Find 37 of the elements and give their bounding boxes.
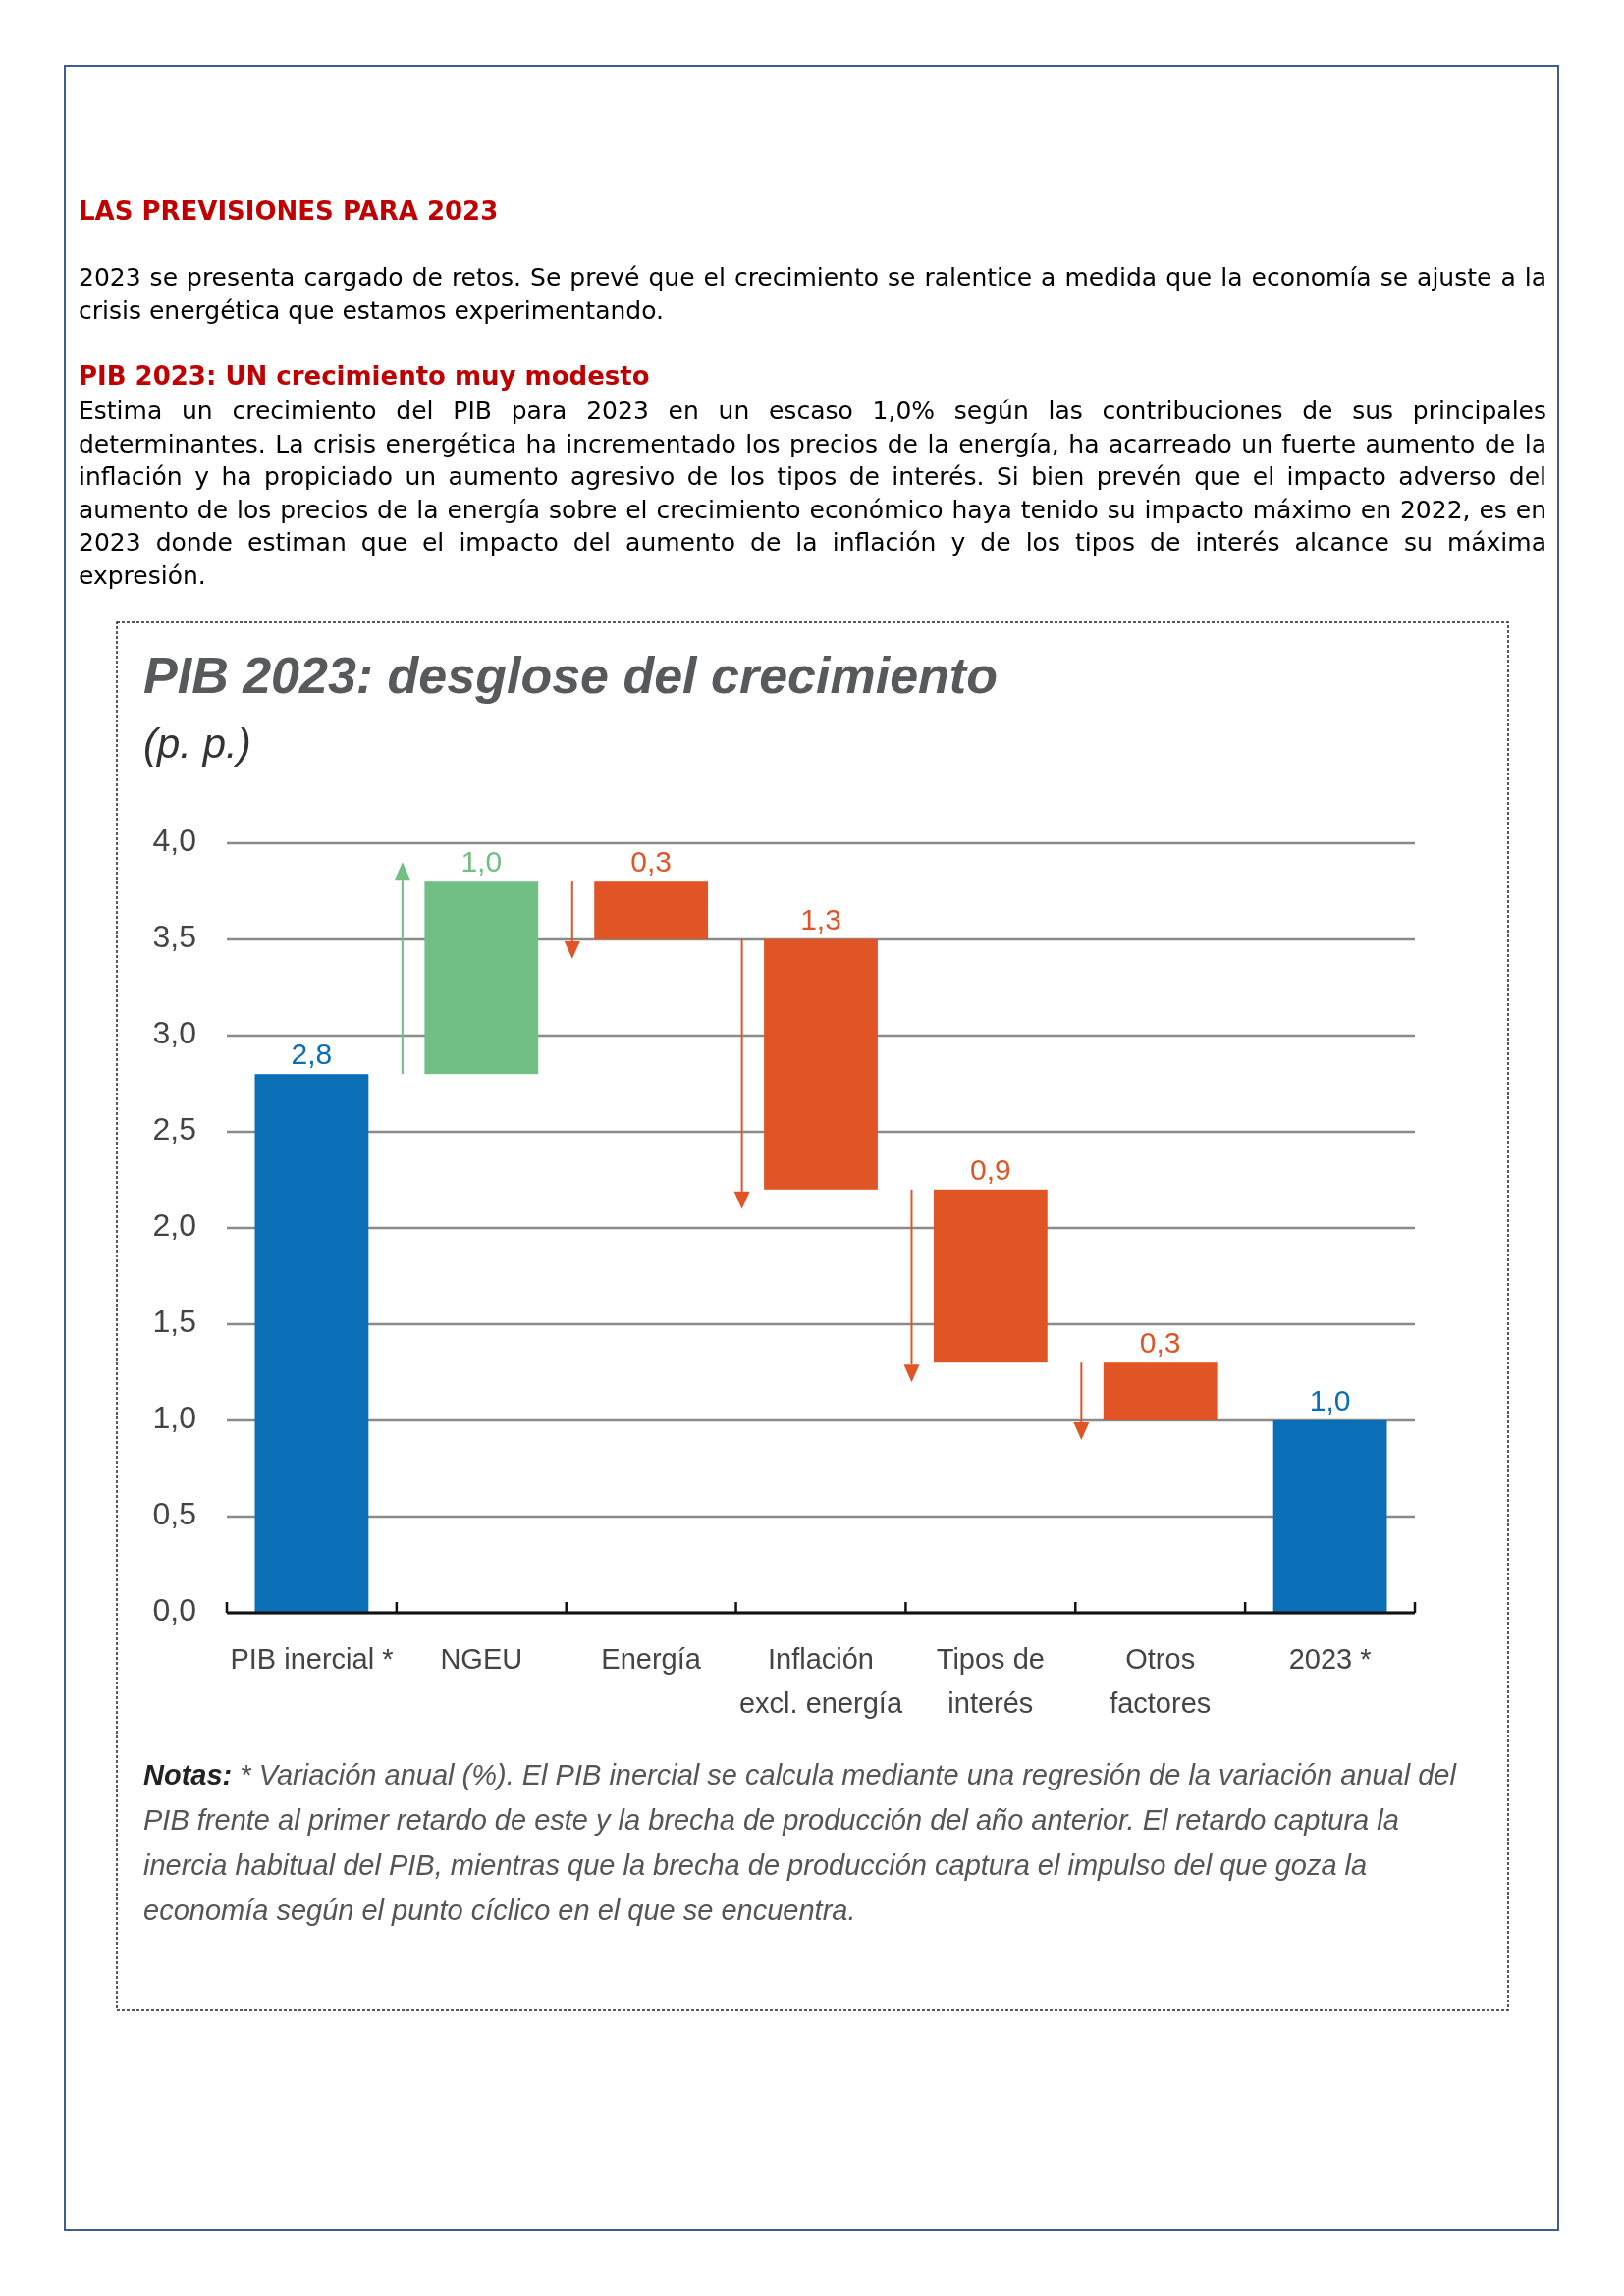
bar	[594, 881, 709, 939]
data-label: 0,3	[1139, 1326, 1181, 1360]
text: 2023 se presenta cargado de retos. Se prevé que el crecimiento se ralentice a medida que la economía se ajuste a la crisis energética que estamos experimentando.	[79, 262, 1546, 327]
bar	[933, 1189, 1048, 1363]
x-tick-label: Otros factores	[1110, 1643, 1212, 1719]
text: LAS PREVISIONES PARA 2023	[79, 196, 500, 226]
bar	[1103, 1362, 1218, 1420]
y-tick-label: 0,0	[152, 1592, 196, 1629]
bar	[424, 881, 539, 1075]
y-tick-label: 4,0	[152, 823, 196, 859]
data-label: 1,0	[1309, 1384, 1351, 1416]
y-tick-label: 3,0	[152, 1015, 196, 1051]
text: Notas: * Variación anual (%). El PIB inercial se calcula mediante una regresión de la variación anual del PIB frente al primer retardo de este y la brecha de producción del año anterior. El retardo captura la inercia habitual del PIB, mientras que la brecha de producción captura el impulso del que goza la economía según el punto cíclico en el que se encuentra.	[143, 1759, 1456, 1926]
data-label: 1,3	[800, 903, 841, 935]
y-tick-label: 1,5	[152, 1304, 196, 1340]
y-tick-label: 2,5	[152, 1111, 196, 1148]
data-label: 2,8	[291, 1038, 333, 1071]
data-label: 0,3	[630, 845, 672, 879]
bar	[764, 939, 878, 1190]
y-tick-label: 3,5	[152, 919, 196, 955]
y-tick-label: 2,0	[152, 1207, 196, 1244]
data-label: 0,9	[970, 1152, 1011, 1186]
y-tick-label: 0,5	[152, 1496, 196, 1532]
chart-subtitle: (p. p.)	[143, 721, 251, 767]
data-label: 1,0	[460, 845, 503, 879]
x-tick-label: 2023 *	[1288, 1643, 1372, 1675]
text: Estima un crecimiento del PIB para 2023 en un escaso 1,0% según las contribuciones de sus principales determinantes. La crisis energética ha incrementado los precios de la energía, ha acarreado un fuerte aumento de la inflación y ha propiciado un aumento agresivo de los tipos de interés. Si bien prevén que el impacto adverso del aumento de los precios de la energía sobre el crecimiento económico haya tenido su impacto máximo en 2022, es en 2023 donde estiman que el impacto del aumento de la inflación y de los tipos de interés alcance su máxima expresión.	[79, 396, 1546, 592]
x-tick-label: Inflación excl. energía	[738, 1643, 903, 1719]
bar	[254, 1074, 369, 1613]
bar	[1272, 1420, 1387, 1613]
y-tick-label: 1,0	[152, 1400, 196, 1436]
text: PIB 2023: UN crecimiento muy modesto	[79, 361, 651, 391]
x-tick-label: NGEU	[440, 1643, 523, 1675]
x-tick-label: Tipos de interés	[936, 1643, 1045, 1719]
chart-title: PIB 2023: desglose del crecimiento	[143, 647, 998, 704]
x-tick-label: Energía	[601, 1643, 702, 1675]
x-tick-label: PIB inercial *	[230, 1643, 394, 1675]
